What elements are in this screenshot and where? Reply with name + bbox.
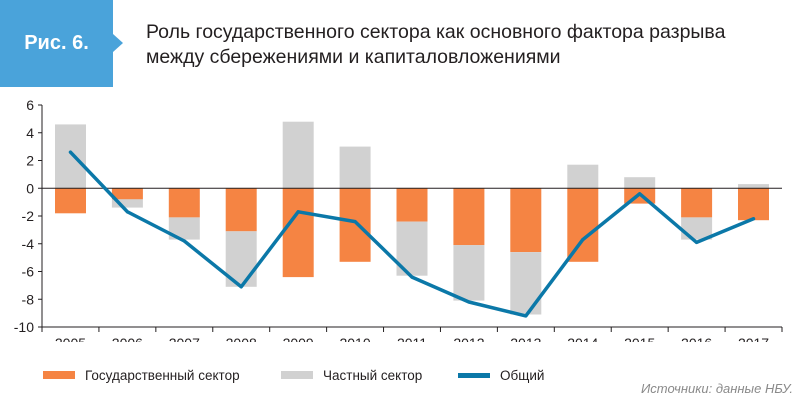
bar-government-2014 — [567, 188, 599, 262]
y-tick-label: 2 — [26, 153, 34, 169]
bar-government-2012 — [453, 188, 485, 246]
y-tick-label: -10 — [14, 319, 34, 335]
x-tick-label-2015: 2015 — [624, 335, 655, 342]
x-tick-label-2013: 2013 — [510, 335, 541, 342]
point-total-2009 — [296, 210, 300, 214]
source-note: Источники: данные НБУ. — [641, 381, 793, 396]
point-total-2005 — [69, 150, 72, 154]
legend-swatch-private — [281, 371, 313, 379]
point-total-2010 — [353, 220, 357, 224]
legend-label-government: Государственный сектор — [85, 367, 240, 383]
point-total-2006 — [125, 210, 129, 214]
bars-layer — [55, 121, 769, 315]
y-tick-label: 0 — [26, 180, 34, 196]
point-total-2011 — [410, 275, 414, 279]
bar-government-2006 — [111, 188, 143, 200]
x-tick-label-2009: 2009 — [283, 335, 314, 342]
bar-private-2005 — [55, 124, 86, 189]
point-total-2012 — [467, 300, 471, 304]
y-tick-label: -4 — [22, 236, 35, 252]
bar-government-2008 — [225, 188, 257, 232]
x-tick-label-2008: 2008 — [226, 335, 257, 342]
legend: Государственный сектор Частный сектор Об… — [0, 364, 803, 386]
bar-private-2007 — [168, 217, 200, 240]
bar-government-2017 — [738, 188, 769, 221]
legend-item-private: Частный сектор — [281, 364, 422, 386]
bar-private-2015 — [624, 177, 656, 189]
legend-swatch-government — [43, 371, 75, 379]
point-total-2016 — [695, 240, 699, 244]
x-tick-label-2007: 2007 — [169, 335, 200, 342]
axis-layer: 6 4 2 0 -2 -4 -6 -8 -10 2005 2006 2007 2008 2009 2010 2… — [14, 97, 783, 342]
y-tick-label: -8 — [22, 291, 35, 307]
point-total-2008 — [239, 285, 243, 289]
y-tick-label: 6 — [26, 97, 34, 113]
chart: 6 4 2 0 -2 -4 -6 -8 -10 2005 2006 2007 2008 2009 2010 2… — [14, 97, 783, 342]
figure-badge-notch — [113, 34, 123, 52]
x-tick-label-2016: 2016 — [681, 335, 712, 342]
point-total-2013 — [524, 314, 528, 318]
bar-private-2012 — [453, 245, 485, 301]
bar-government-2007 — [168, 188, 200, 218]
x-tick-label-2010: 2010 — [339, 335, 370, 342]
figure-badge: Рис. 6. — [0, 0, 113, 87]
bar-private-2013 — [510, 252, 542, 315]
bar-private-2010 — [339, 146, 371, 189]
x-tick-label-2012: 2012 — [453, 335, 484, 342]
chart-title: Роль государственного сектора как основн… — [146, 21, 726, 68]
point-total-2007 — [182, 239, 186, 243]
y-tick-label: -6 — [22, 264, 35, 280]
point-total-2017 — [752, 217, 755, 221]
bar-government-2013 — [510, 188, 542, 253]
x-tick-label-2005: 2005 — [55, 335, 86, 342]
line-layer — [68, 150, 756, 318]
bar-private-2009 — [282, 121, 314, 189]
y-tick-label: -2 — [22, 208, 35, 224]
point-total-2014 — [581, 238, 585, 242]
figure-label: Рис. 6. — [24, 32, 89, 54]
legend-swatch-total — [458, 372, 490, 378]
x-tick-label-2011: 2011 — [397, 335, 427, 342]
legend-label-total: Общий — [500, 367, 545, 383]
point-total-2015 — [638, 192, 642, 196]
x-tick-label-2006: 2006 — [112, 335, 143, 342]
y-tick-label: 4 — [26, 125, 34, 141]
bar-government-2010 — [339, 188, 371, 262]
legend-item-total: Общий — [458, 364, 544, 386]
bar-government-2005 — [55, 188, 86, 214]
bar-government-2009 — [282, 188, 314, 278]
bar-government-2011 — [396, 188, 428, 222]
x-tick-label-2014: 2014 — [567, 335, 598, 342]
legend-label-private: Частный сектор — [323, 367, 423, 383]
bar-government-2016 — [681, 188, 713, 218]
legend-item-government: Государственный сектор — [43, 364, 240, 386]
bar-private-2017 — [738, 184, 769, 189]
x-tick-label-2017: 2017 — [738, 335, 769, 342]
bar-private-2014 — [567, 164, 599, 189]
bar-private-2006 — [111, 199, 143, 208]
